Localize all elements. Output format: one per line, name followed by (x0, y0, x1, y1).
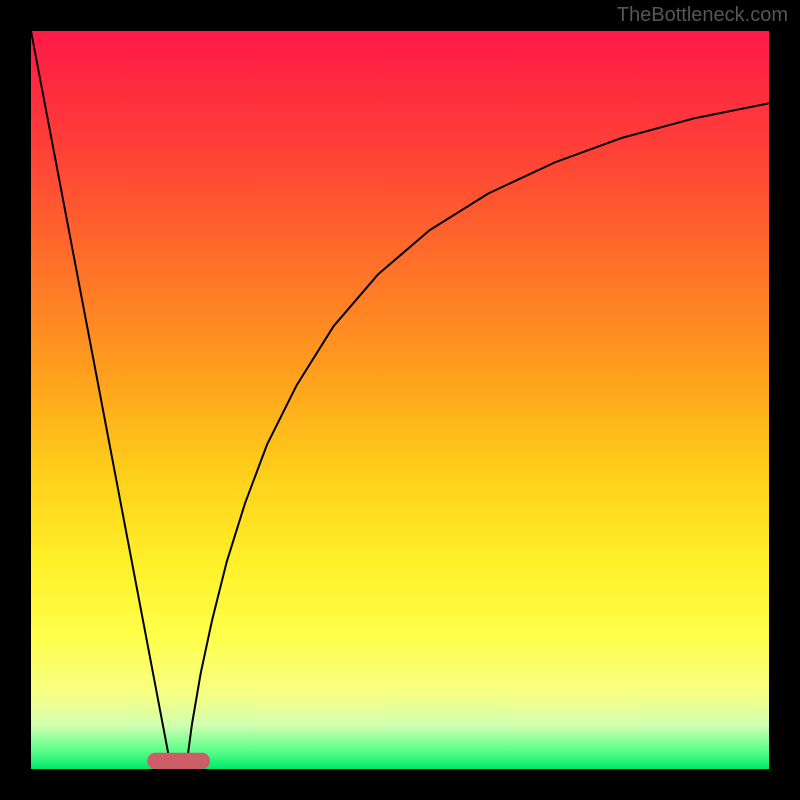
plot-gradient (31, 31, 769, 769)
bottleneck-chart (0, 0, 800, 800)
chart-container: { "attribution": { "text": "TheBottlenec… (0, 0, 800, 800)
attribution-text: TheBottleneck.com (617, 4, 788, 27)
optimal-marker (147, 753, 210, 769)
